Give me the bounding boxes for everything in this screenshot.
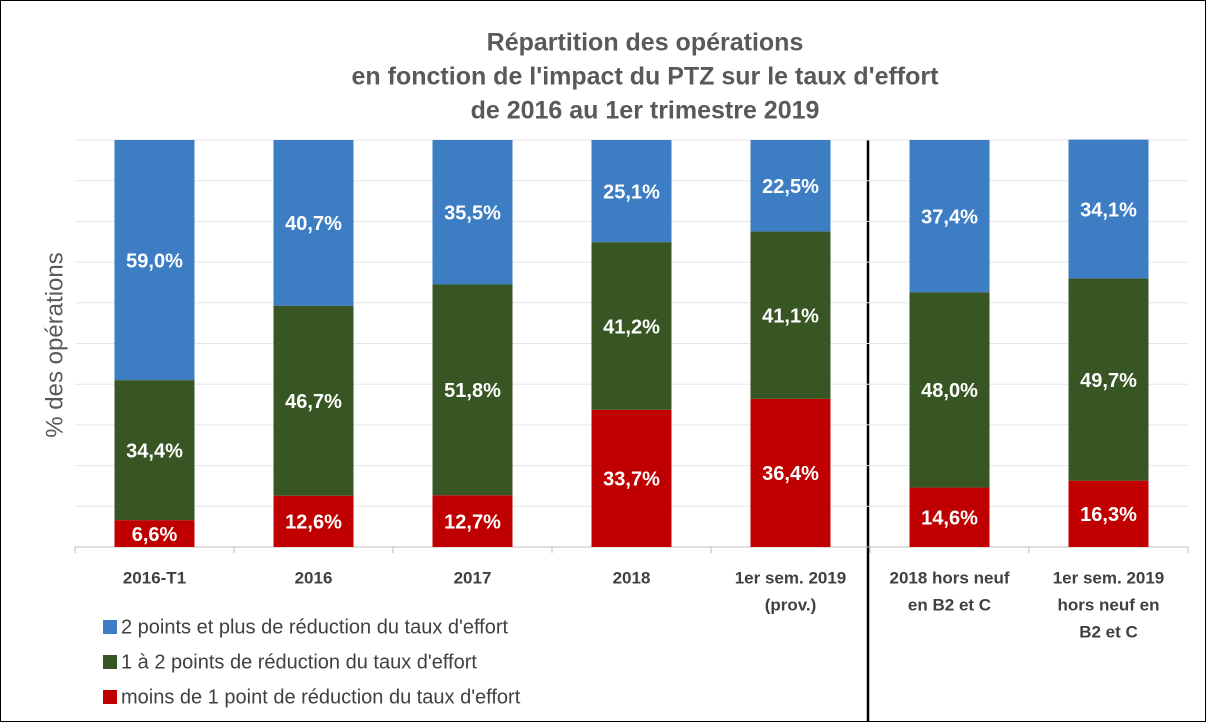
data-label: 36,4% [762, 463, 819, 485]
chart-title: Répartition des opérations [487, 29, 804, 57]
data-label: 14,6% [921, 508, 978, 530]
bar-segment [273, 305, 354, 496]
bar-segment [591, 140, 672, 243]
bar-segment [1068, 480, 1149, 547]
data-label: 6,6% [132, 524, 178, 546]
data-label: 41,2% [603, 316, 660, 338]
bar-segment [273, 140, 354, 306]
x-tick-label: B2 et C [1079, 622, 1138, 641]
bar-segment [750, 231, 831, 399]
x-tick-label: 1er sem. 2019 [735, 568, 847, 587]
data-label: 22,5% [762, 176, 819, 198]
x-tick-label: 1er sem. 2019 [1053, 568, 1165, 587]
bar-segment [1068, 278, 1149, 481]
bar-segment [273, 495, 354, 547]
x-tick-label: 2016 [295, 568, 333, 587]
legend-label: moins de 1 point de réduction du taux d'… [121, 686, 521, 708]
data-label: 34,1% [1080, 199, 1137, 221]
bar-segment [1068, 139, 1149, 279]
data-label: 40,7% [285, 213, 342, 235]
data-label: 48,0% [921, 380, 978, 402]
bar-segment [114, 520, 195, 547]
data-label: 37,4% [921, 206, 978, 228]
x-tick-label: 2016-T1 [123, 568, 186, 587]
legend-swatch [103, 620, 117, 634]
data-label: 46,7% [285, 391, 342, 413]
bar-segment [432, 284, 513, 496]
x-tick-label: hors neuf en [1057, 595, 1159, 614]
bar-segment [432, 495, 513, 547]
x-tick-label: 2017 [454, 568, 492, 587]
data-label: 25,1% [603, 181, 660, 203]
data-label: 12,7% [444, 511, 501, 533]
bar-segment [591, 409, 672, 547]
x-tick-label: (prov.) [765, 595, 817, 614]
legend-swatch [103, 690, 117, 704]
data-label: 49,7% [1080, 370, 1137, 392]
bar-segment [591, 242, 672, 410]
bar-segment [114, 140, 195, 381]
legend-label: 1 à 2 points de réduction du taux d'effo… [121, 651, 477, 673]
data-label: 12,6% [285, 512, 342, 534]
bar-segment [909, 487, 990, 547]
bar-segment [432, 140, 513, 285]
data-label: 51,8% [444, 380, 501, 402]
legend-swatch [103, 655, 117, 669]
y-axis-label: % des opérations [41, 252, 68, 437]
bar-segment [750, 140, 831, 232]
bar-segment [909, 292, 990, 488]
data-label: 16,3% [1080, 504, 1137, 526]
chart-title: de 2016 au 1er trimestre 2019 [471, 97, 820, 125]
chart-title: en fonction de l'impact du PTZ sur le ta… [352, 63, 940, 91]
data-label: 35,5% [444, 203, 501, 225]
data-label: 33,7% [603, 469, 660, 491]
x-tick-label: 2018 [613, 568, 651, 587]
bar-segment [909, 140, 990, 293]
legend-label: 2 points et plus de réduction du taux d'… [121, 616, 508, 638]
data-label: 34,4% [126, 440, 183, 462]
data-label: 59,0% [126, 250, 183, 272]
x-tick-label: en B2 et C [908, 595, 991, 614]
bar-segment [114, 380, 195, 521]
data-label: 41,1% [762, 305, 819, 327]
bar-segment [750, 398, 831, 547]
x-tick-label: 2018 hors neuf [890, 568, 1010, 587]
